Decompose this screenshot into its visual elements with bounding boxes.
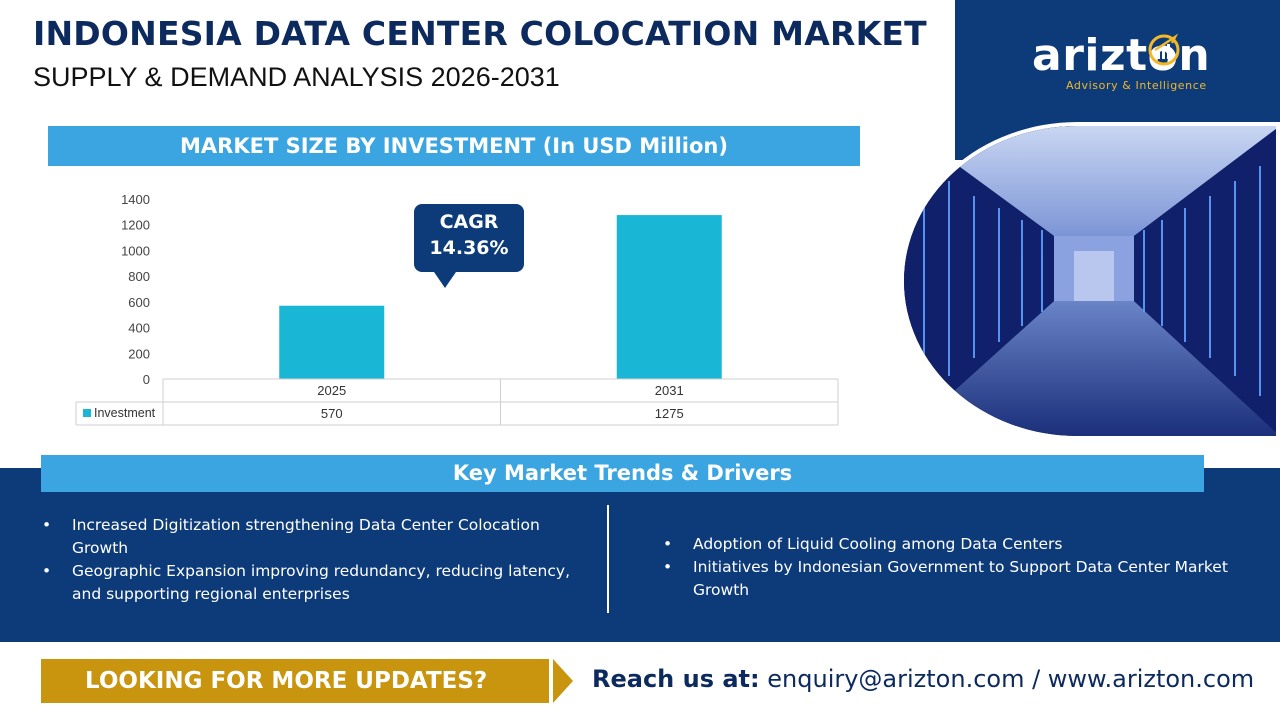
chart-banner: MARKET SIZE BY INVESTMENT (In USD Millio… xyxy=(48,126,860,166)
cagr-pointer xyxy=(434,272,456,288)
trend-item: Adoption of Liquid Cooling among Data Ce… xyxy=(662,533,1232,556)
page-title: INDONESIA DATA CENTER COLOCATION MARKET xyxy=(33,14,927,53)
x-category-label: 2031 xyxy=(655,383,684,398)
bar-chart-logo-icon xyxy=(1148,33,1180,66)
trends-right-column: Adoption of Liquid Cooling among Data Ce… xyxy=(662,533,1232,602)
legend-label: Investment xyxy=(94,406,156,420)
trend-item: Geographic Expansion improving redundanc… xyxy=(41,560,571,606)
y-tick-label: 1400 xyxy=(121,192,150,207)
brand-tagline: Advisory & Intelligence xyxy=(1066,79,1207,92)
y-tick-label: 0 xyxy=(143,372,150,387)
legend-swatch xyxy=(83,409,91,417)
contact-line: Reach us at: enquiry@arizton.com / www.a… xyxy=(592,665,1254,693)
trends-banner: Key Market Trends & Drivers xyxy=(41,455,1204,492)
table-value: 570 xyxy=(321,406,343,421)
contact-links[interactable]: enquiry@arizton.com / www.arizton.com xyxy=(767,665,1255,693)
investment-bar-chart: 0 200 400 600 800 1000 1200 1400 2025 570 2031 1275… xyxy=(75,192,839,426)
trends-left-column: Increased Digitization strengthening Dat… xyxy=(41,514,571,606)
reach-label: Reach us at: xyxy=(592,665,760,693)
y-tick-label: 600 xyxy=(128,295,150,310)
y-tick-label: 400 xyxy=(128,321,150,336)
y-tick-label: 1200 xyxy=(121,218,150,233)
cagr-callout: CAGR 14.36% xyxy=(414,204,524,272)
cagr-label: CAGR xyxy=(439,211,499,233)
trend-item: Increased Digitization strengthening Dat… xyxy=(41,514,571,560)
trend-item: Initiatives by Indonesian Government to … xyxy=(662,556,1232,602)
page-subtitle: SUPPLY & DEMAND ANALYSIS 2026-2031 xyxy=(33,62,560,92)
x-category-label: 2025 xyxy=(317,383,346,398)
y-tick-label: 800 xyxy=(128,269,150,284)
bar xyxy=(279,305,385,379)
y-tick-label: 1000 xyxy=(121,243,150,258)
arizton-logo: arizton xyxy=(1032,30,1211,81)
table-value: 1275 xyxy=(655,406,684,421)
column-divider xyxy=(607,505,609,613)
cta-arrow-icon xyxy=(553,659,573,703)
data-center-photo xyxy=(900,122,1280,440)
more-updates-cta[interactable]: LOOKING FOR MORE UPDATES? xyxy=(41,659,549,703)
cagr-value: 14.36% xyxy=(429,237,509,259)
y-tick-label: 200 xyxy=(128,346,150,361)
bar xyxy=(616,215,722,379)
